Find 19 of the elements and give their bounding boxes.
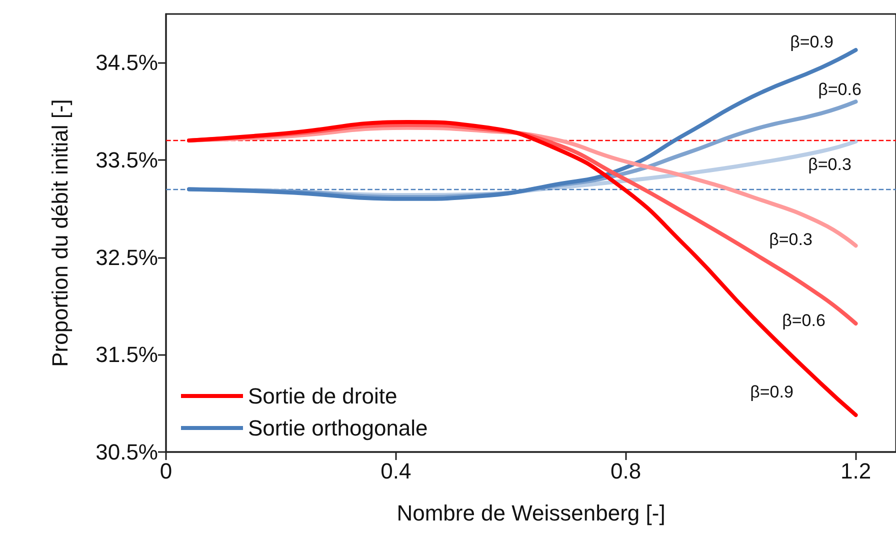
annotation: β=0.3 [769,230,812,250]
y-tick-label: 31.5% [96,342,158,368]
annotation: β=0.9 [790,32,834,52]
legend-label: Sortie de droite [248,384,398,408]
x-tick-label: 0.4 [380,458,412,484]
legend-label: Sortie orthogonale [248,416,428,440]
y-tick-label: 33.5% [96,148,158,172]
annotation: β=0.9 [750,382,794,402]
y-tick-label: 34.5% [96,50,158,76]
annotation: β=0.3 [808,155,852,174]
x-tick-label: 1.2 [840,458,872,484]
y-tick-label: 30.5% [96,440,158,464]
y-axis-title: Proportion du débit initial [-] [48,99,72,367]
x-tick-label: 0.8 [610,458,642,484]
annotation: β=0.6 [782,311,826,330]
y-tick-label: 32.5% [96,244,158,270]
annotation: β=0.6 [818,80,862,100]
x-tick-label: 0 [160,458,172,484]
x-axis-title: Nombre de Weissenberg [-] [396,500,666,526]
